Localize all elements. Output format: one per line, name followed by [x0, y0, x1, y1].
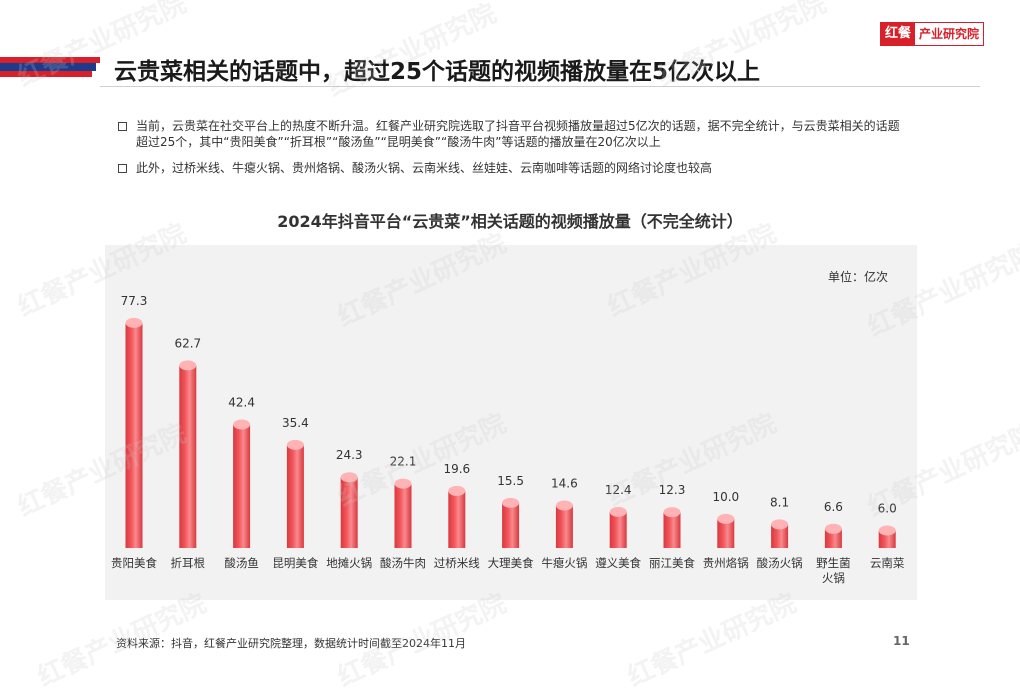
- bar-group: 77.3 贵阳美食: [111, 294, 157, 570]
- bar-chart: 77.3 贵阳美食 62.7 折耳根 42.4 酸汤鱼 35.4 昆明美食 24.3 地摊火锅 22…: [111, 294, 905, 585]
- bar-cap: [286, 439, 304, 450]
- category-label: 牛瘪火锅: [541, 556, 587, 570]
- bar-cap: [771, 519, 789, 530]
- data-label: 42.4: [228, 396, 255, 410]
- bar: [609, 511, 627, 548]
- header-accent-mid: [0, 63, 96, 71]
- bar-group: 15.5 大理美食: [488, 474, 534, 570]
- data-label: 12.4: [605, 483, 632, 497]
- bar-cap: [340, 472, 358, 483]
- data-label: 10.0: [712, 490, 739, 504]
- category-label: 酸汤牛肉: [380, 556, 426, 570]
- logo-red-part: 红餐: [881, 23, 916, 45]
- category-label: 贵州烙锅: [703, 556, 749, 570]
- data-label: 15.5: [497, 474, 524, 488]
- bar: [878, 530, 896, 548]
- bar-cap: [555, 500, 573, 511]
- category-label: 昆明美食: [272, 556, 318, 570]
- category-label: 贵阳美食: [111, 556, 157, 570]
- bar-group: 42.4 酸汤鱼: [224, 396, 259, 570]
- bar-group: 10.0 贵州烙锅: [703, 490, 749, 570]
- bar-cap: [824, 523, 842, 534]
- bar: [771, 524, 789, 548]
- category-label: 野生菌: [816, 556, 851, 570]
- logo-text-part: 产业研究院: [915, 23, 984, 45]
- header-accent-top: [0, 57, 100, 63]
- data-label: 8.1: [770, 495, 789, 509]
- bar-cap: [717, 513, 735, 524]
- square-bullet-icon: [118, 122, 127, 131]
- square-bullet-icon: [118, 164, 127, 173]
- bar: [125, 322, 143, 548]
- data-label: 6.6: [824, 500, 843, 514]
- brand-logo: 红餐 产业研究院: [880, 22, 985, 46]
- category-label: 遵义美食: [595, 556, 641, 570]
- bullet-item: 当前，云贵菜在社交平台上的热度不断升温。红餐产业研究院选取了抖音平台视频播放量超…: [118, 118, 908, 150]
- bar: [502, 502, 520, 548]
- data-label: 12.3: [659, 483, 686, 497]
- bar-group: 35.4 昆明美食: [272, 416, 318, 570]
- category-label: 云南菜: [870, 556, 905, 570]
- category-label: 过桥米线: [434, 556, 480, 570]
- bar-group: 62.7 折耳根: [171, 336, 206, 570]
- bullet-list: 当前，云贵菜在社交平台上的热度不断升温。红餐产业研究院选取了抖音平台视频播放量超…: [118, 118, 908, 186]
- data-label: 62.7: [174, 336, 201, 350]
- title-divider: [100, 86, 980, 87]
- bar-group: 6.0 云南菜: [870, 502, 905, 570]
- bar: [663, 512, 681, 548]
- bar-group: 22.1 酸汤牛肉: [380, 455, 426, 570]
- bar: [286, 444, 304, 548]
- category-label: 火锅: [822, 571, 845, 585]
- bar: [555, 505, 573, 548]
- category-label: 折耳根: [171, 556, 206, 570]
- bar-cap: [878, 525, 896, 536]
- category-label: 大理美食: [488, 556, 534, 570]
- chart-unit-label: 单位：亿次: [828, 270, 889, 284]
- source-note: 资料来源：抖音，红餐产业研究院整理，数据统计时间截至2024年11月: [116, 637, 466, 650]
- data-label: 22.1: [390, 455, 417, 469]
- bar-group: 12.4 遵义美食: [595, 483, 641, 570]
- bar-group: 19.6 过桥米线: [434, 462, 480, 570]
- bar-cap: [233, 419, 251, 430]
- category-label: 丽江美食: [649, 556, 695, 570]
- category-label: 酸汤火锅: [757, 556, 803, 570]
- bar: [394, 483, 412, 548]
- bar-cap: [179, 360, 197, 371]
- data-label: 77.3: [121, 294, 148, 308]
- bar: [448, 490, 466, 548]
- bar: [233, 424, 251, 548]
- chart-title: 2024年抖音平台“云贵菜”相关话题的视频播放量（不完全统计）: [277, 212, 743, 231]
- page-title: 云贵菜相关的话题中，超过25个话题的视频播放量在5亿次以上: [114, 59, 761, 85]
- bar: [340, 477, 358, 548]
- bar-cap: [448, 485, 466, 496]
- bar: [179, 365, 197, 548]
- bullet-item: 此外，过桥米线、牛瘪火锅、贵州烙锅、酸汤火锅、云南米线、丝娃娃、云南咖啡等话题的…: [118, 160, 908, 176]
- category-label: 酸汤鱼: [224, 556, 259, 570]
- bar-group: 24.3 地摊火锅: [326, 448, 372, 570]
- bar-cap: [125, 317, 143, 328]
- category-label: 地摊火锅: [326, 556, 372, 570]
- data-label: 19.6: [443, 462, 470, 476]
- bar-cap: [663, 507, 681, 518]
- bar-cap: [502, 497, 520, 508]
- bar: [717, 518, 735, 548]
- bar-cap: [609, 506, 627, 517]
- bullet-text: 当前，云贵菜在社交平台上的热度不断升温。红餐产业研究院选取了抖音平台视频播放量超…: [136, 119, 900, 149]
- data-label: 35.4: [282, 416, 309, 430]
- data-label: 6.0: [878, 502, 897, 516]
- page-number: 11: [893, 634, 910, 648]
- bullet-text: 此外，过桥米线、牛瘪火锅、贵州烙锅、酸汤火锅、云南米线、丝娃娃、云南咖啡等话题的…: [136, 161, 713, 175]
- bar: [824, 528, 842, 548]
- bar-group: 14.6 牛瘪火锅: [541, 476, 587, 570]
- data-label: 14.6: [551, 476, 578, 490]
- bar-group: 12.3 丽江美食: [649, 483, 695, 570]
- data-label: 24.3: [336, 448, 363, 462]
- header-accent-bottom: [0, 71, 92, 77]
- bar-group: 8.1 酸汤火锅: [757, 495, 803, 570]
- bar-cap: [394, 478, 412, 489]
